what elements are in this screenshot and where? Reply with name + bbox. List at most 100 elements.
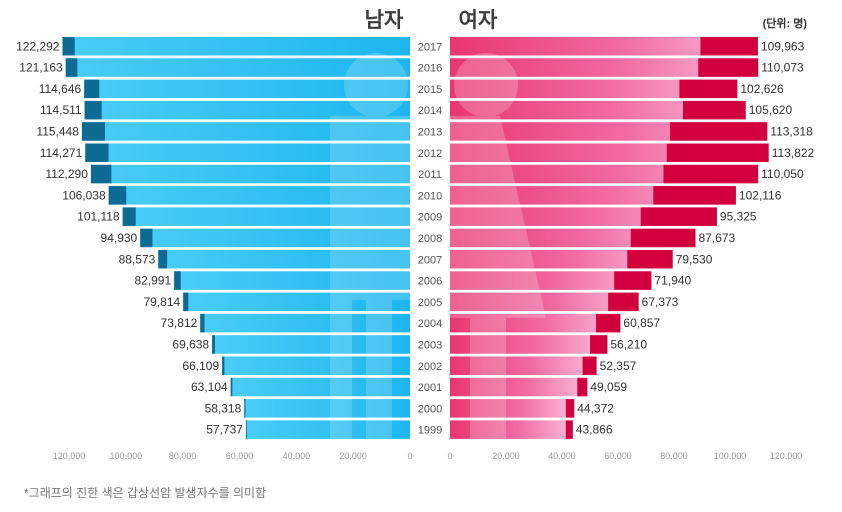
male-value-label-2006: 82,991	[134, 274, 171, 288]
male-thyroid-bar-2012	[85, 143, 109, 162]
female-bar-2017	[450, 37, 758, 56]
male-value-label-2013: 115,448	[36, 124, 79, 138]
male-axis-tick-100,000: 100,000	[110, 451, 143, 461]
female-value-label-2005: 67,373	[642, 295, 679, 309]
year-label-2015: 2015	[418, 84, 442, 96]
male-bar-2000	[244, 399, 410, 418]
male-bar-2016	[65, 58, 411, 77]
male-bar-2010	[108, 186, 410, 205]
male-thyroid-bar-2000	[244, 399, 246, 418]
female-thyroid-bar-2012	[666, 143, 769, 162]
male-thyroid-bar-2015	[84, 79, 100, 99]
year-label-2003: 2003	[418, 339, 442, 351]
male-bar-2014	[84, 100, 411, 120]
female-axis-tick-80,000: 80,000	[660, 451, 688, 461]
male-value-label-2008: 94,930	[101, 231, 138, 245]
female-axis-tick-40,000: 40,000	[548, 451, 576, 461]
male-value-label-2010: 106,038	[62, 188, 106, 202]
female-bar-2015	[450, 79, 738, 99]
female-thyroid-bar-2009	[640, 207, 717, 226]
male-value-label-2005: 79,814	[143, 295, 180, 309]
female-bar-2001	[450, 377, 588, 397]
female-value-label-2006: 71,940	[654, 274, 691, 288]
female-value-label-2011: 110,050	[761, 167, 804, 181]
male-axis-tick-40,000: 40,000	[283, 451, 311, 461]
male-thyroid-bar-2001	[230, 377, 233, 397]
female-axis-tick-120,000: 120,000	[770, 451, 803, 461]
female-bar-2006	[450, 271, 652, 290]
year-label-2017: 2017	[418, 41, 442, 53]
male-value-label-1999: 57,737	[206, 423, 243, 437]
male-thyroid-bar-2006	[174, 271, 181, 290]
female-axis-tick-0: 0	[447, 451, 452, 461]
male-bar-2011	[90, 164, 411, 184]
footnote: *그래프의 진한 색은 갑상선암 발생자수를 의미함	[24, 486, 266, 500]
male-thyroid-bar-2016	[65, 58, 78, 77]
male-bar-1999	[245, 420, 410, 439]
male-thyroid-bar-2009	[122, 207, 136, 226]
male-silhouette-icon	[330, 53, 412, 445]
year-label-2006: 2006	[418, 276, 442, 288]
male-thyroid-bar-2004	[200, 313, 205, 333]
male-value-label-2004: 73,812	[161, 316, 198, 330]
male-thyroid-bar-2011	[90, 164, 112, 184]
male-thyroid-bar-2005	[183, 292, 189, 312]
male-axis-tick-20,000: 20,000	[339, 451, 367, 461]
female-thyroid-bar-2017	[700, 37, 758, 56]
female-thyroid-bar-2002	[582, 356, 597, 375]
male-bar-2002	[222, 356, 410, 375]
female-thyroid-bar-2001	[577, 377, 588, 397]
year-label-2005: 2005	[418, 297, 442, 309]
year-label-2012: 2012	[418, 148, 442, 160]
female-bars-group	[450, 37, 769, 439]
male-axis-tick-0: 0	[407, 451, 412, 461]
female-silhouette-icon	[450, 53, 546, 445]
female-thyroid-bar-1999	[565, 420, 573, 439]
year-label-2009: 2009	[418, 212, 442, 224]
year-label-2013: 2013	[418, 126, 442, 138]
year-label-2007: 2007	[418, 254, 442, 266]
female-thyroid-bar-2007	[627, 250, 673, 269]
male-bar-2008	[140, 228, 410, 248]
year-label-2001: 2001	[418, 382, 442, 394]
male-bar-2012	[85, 143, 410, 162]
female-thyroid-bar-2004	[596, 313, 621, 333]
male-bar-2013	[81, 122, 410, 141]
male-bar-2001	[230, 377, 410, 397]
female-thyroid-bar-2013	[670, 122, 768, 141]
female-value-label-2016: 110,073	[761, 61, 804, 75]
female-value-label-2009: 95,325	[720, 210, 757, 224]
male-bar-2007	[158, 250, 410, 269]
male-thyroid-bar-2017	[62, 37, 75, 56]
female-thyroid-bar-2010	[653, 186, 736, 205]
female-value-label-2012: 113,822	[772, 146, 815, 160]
male-bar-2015	[84, 79, 410, 99]
year-label-2014: 2014	[418, 105, 442, 117]
male-thyroid-bar-2010	[108, 186, 127, 205]
female-value-label-2004: 60,857	[623, 316, 660, 330]
female-axis: 0 20,000 40,000 60,000 80,000 100,000 120,000	[447, 451, 802, 461]
female-value-label-2001: 49,059	[590, 380, 627, 394]
year-label-2004: 2004	[418, 318, 442, 330]
male-bars-group	[62, 37, 411, 439]
female-value-label-2000: 44,372	[577, 401, 614, 415]
male-value-label-2007: 88,573	[119, 252, 156, 266]
female-bar-2007	[450, 250, 673, 269]
unit-label: (단위: 명)	[763, 16, 808, 30]
year-label-2002: 2002	[418, 361, 442, 373]
male-title: 남자	[365, 9, 404, 32]
female-bar-2016	[450, 58, 759, 77]
female-bar-2002	[450, 356, 597, 375]
value-labels-group: 122,292 109,963 121,163 110,073 114,646 102,6…	[16, 39, 814, 436]
male-bar-2005	[183, 292, 410, 312]
female-bar-2004	[450, 313, 621, 333]
female-bar-2014	[450, 100, 746, 120]
year-label-1999: 1999	[418, 425, 442, 437]
male-thyroid-bar-2013	[81, 122, 105, 141]
male-value-label-2017: 122,292	[16, 39, 60, 53]
female-bar-1999	[450, 420, 573, 439]
female-value-label-2013: 113,318	[770, 124, 813, 138]
female-value-label-2007: 79,530	[676, 252, 713, 266]
male-value-label-2012: 114,271	[40, 146, 83, 160]
